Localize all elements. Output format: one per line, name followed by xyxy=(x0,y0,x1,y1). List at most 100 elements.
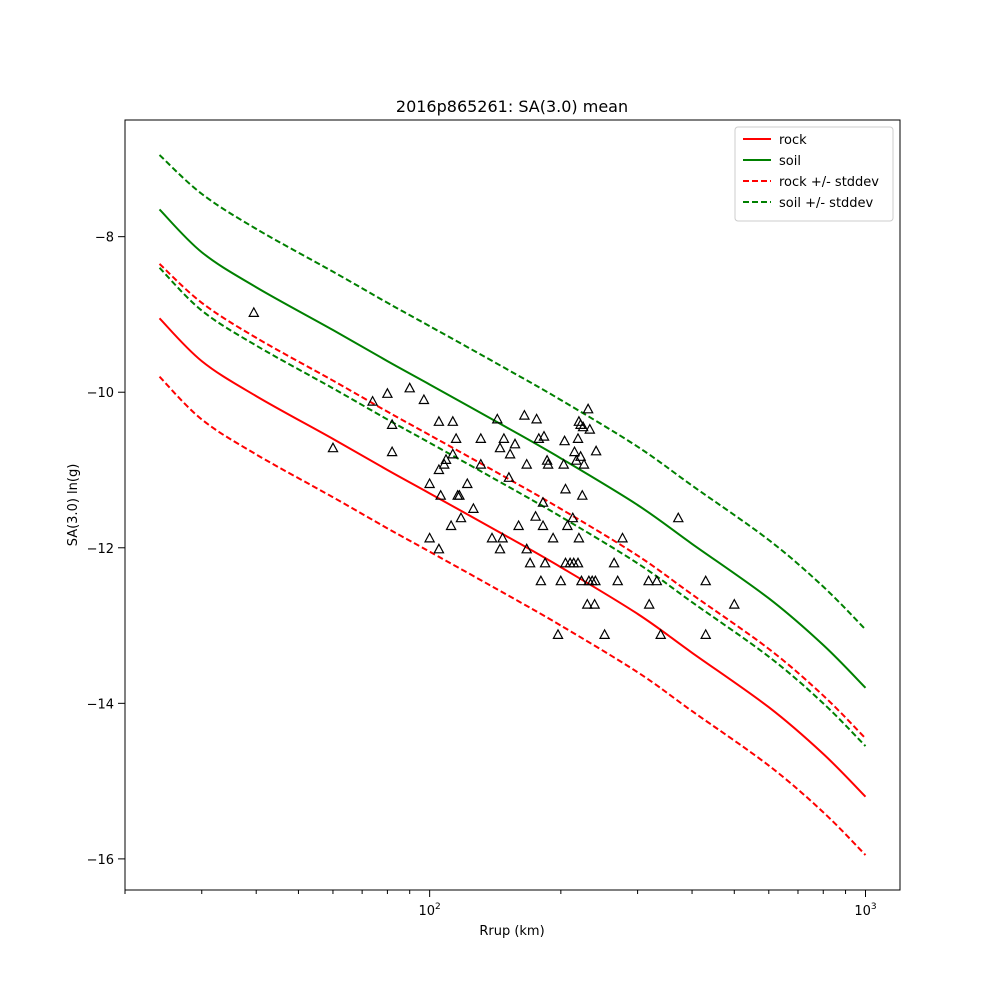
observation-point xyxy=(578,458,590,469)
observation-point xyxy=(541,454,553,465)
observation-point xyxy=(568,445,581,457)
series-line-3 xyxy=(158,375,867,856)
observation-point xyxy=(423,477,436,489)
observation-point xyxy=(538,430,550,441)
observation-point xyxy=(447,448,459,459)
observation-point xyxy=(491,413,503,424)
observation-point xyxy=(381,387,394,398)
observation-point xyxy=(433,415,445,426)
observation-point xyxy=(327,441,339,453)
observation-point xyxy=(433,543,445,554)
observation-point xyxy=(574,418,587,429)
observation-point xyxy=(575,574,588,586)
observation-point xyxy=(555,574,567,586)
observation-point xyxy=(494,543,506,554)
x-axis-label: Rrup (km) xyxy=(479,924,544,939)
observation-point xyxy=(558,458,570,469)
observation-point xyxy=(552,628,564,640)
observation-point xyxy=(386,418,398,429)
chart-title: 2016p865261: SA(3.0) mean xyxy=(396,97,628,116)
observation-point xyxy=(651,574,663,586)
legend-entry-label: rock +/- stddev xyxy=(779,175,879,190)
observation-point xyxy=(450,432,462,443)
observation-point xyxy=(535,574,547,586)
observation-point xyxy=(608,557,620,568)
observation-point xyxy=(524,557,536,568)
observation-point xyxy=(537,519,549,531)
observation-point xyxy=(700,628,712,640)
observation-point xyxy=(486,532,498,543)
observation-point xyxy=(558,434,571,446)
observation-point xyxy=(418,393,430,405)
observation-point xyxy=(584,423,596,434)
observation-point xyxy=(498,432,510,443)
observation-point xyxy=(509,438,521,449)
observation-point xyxy=(547,532,559,543)
observation-point xyxy=(582,403,594,414)
y-axis-label: SA(3.0) ln(g) xyxy=(66,464,81,547)
observation-point xyxy=(577,420,589,432)
observation-point xyxy=(728,598,740,609)
observation-point xyxy=(572,432,584,443)
observation-point xyxy=(453,489,466,500)
x-axis: 102 103 xyxy=(124,890,877,919)
observation-point xyxy=(700,574,712,586)
observation-point xyxy=(576,489,588,500)
observation-points xyxy=(248,306,740,640)
observation-point xyxy=(616,532,629,543)
observation-point xyxy=(435,489,447,500)
observation-point xyxy=(496,532,509,543)
legend-box xyxy=(734,126,894,222)
legend-entry-label: soil +/- stddev xyxy=(779,196,874,211)
observation-point xyxy=(542,458,554,469)
observation-point xyxy=(423,532,436,543)
observation-point xyxy=(366,395,379,406)
x-tick-label: 102 xyxy=(419,902,441,919)
y-tick-label: −12 xyxy=(87,542,114,557)
series-line-1 xyxy=(158,208,867,689)
legend: rock soil rock +/- stddev soil +/- stddev xyxy=(734,126,894,222)
observation-point xyxy=(461,477,473,489)
observation-point xyxy=(590,445,602,456)
observation-point xyxy=(642,574,655,586)
observation-point xyxy=(503,471,515,482)
observation-point xyxy=(445,519,457,531)
observation-point xyxy=(512,519,525,531)
y-tick-label: −16 xyxy=(87,853,114,868)
observation-point xyxy=(589,574,602,586)
observation-point xyxy=(530,413,543,424)
y-tick-label: −8 xyxy=(95,231,114,246)
observation-point xyxy=(655,628,667,640)
observation-point xyxy=(404,382,416,393)
observation-point xyxy=(475,458,487,469)
observation-point xyxy=(386,445,398,457)
observation-point xyxy=(248,306,260,317)
observation-point xyxy=(518,409,531,420)
observation-point xyxy=(567,511,579,523)
observation-point xyxy=(539,557,551,568)
y-tick-label: −10 xyxy=(87,386,114,401)
observation-point xyxy=(561,519,574,531)
observation-point xyxy=(504,448,516,459)
observation-point xyxy=(612,574,624,586)
observation-point xyxy=(475,432,487,443)
x-tick-label: 103 xyxy=(854,902,876,919)
observation-point xyxy=(574,450,587,461)
observation-point xyxy=(643,598,655,609)
observation-point xyxy=(529,510,542,521)
observation-point xyxy=(581,598,593,609)
legend-entry-label: soil xyxy=(779,154,801,169)
y-axis: −16 −14 −12 −10 −8 xyxy=(87,231,125,868)
series-line-5 xyxy=(158,267,867,747)
observation-point xyxy=(521,458,533,469)
observation-point xyxy=(433,463,445,475)
series-line-4 xyxy=(158,154,867,631)
observation-point xyxy=(440,453,452,464)
observation-point xyxy=(537,496,549,507)
observation-point xyxy=(447,415,459,426)
observation-point xyxy=(598,628,611,640)
observation-point xyxy=(559,483,572,494)
legend-entry-label: rock xyxy=(779,133,807,148)
observation-point xyxy=(672,511,684,523)
